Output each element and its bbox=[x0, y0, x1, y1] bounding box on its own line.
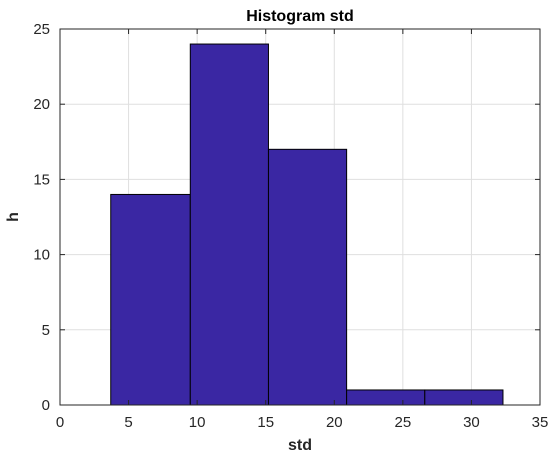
y-tick-label: 5 bbox=[42, 322, 50, 339]
y-tick-label: 20 bbox=[33, 96, 50, 113]
histogram-bar bbox=[346, 389, 426, 406]
histogram-bar bbox=[267, 148, 348, 406]
y-tick-label: 10 bbox=[33, 247, 50, 264]
histogram-bar bbox=[110, 193, 191, 406]
y-axis-ticks: 0 5 10 15 20 25 bbox=[33, 21, 540, 414]
x-tick-label: 30 bbox=[463, 414, 480, 431]
plot-frame bbox=[59, 28, 541, 406]
x-tick-label: 10 bbox=[189, 414, 206, 431]
x-tick-label: 5 bbox=[124, 414, 132, 431]
x-tick-label: 25 bbox=[395, 414, 412, 431]
x-axis-ticks: 0 5 10 15 20 25 30 35 bbox=[56, 29, 549, 431]
histogram-bar bbox=[424, 389, 504, 406]
y-axis-label: h bbox=[5, 212, 22, 222]
x-tick-label: 15 bbox=[257, 414, 274, 431]
histogram-bars bbox=[110, 43, 504, 406]
x-axis-label: std bbox=[288, 437, 312, 454]
x-tick-label: 20 bbox=[326, 414, 343, 431]
x-tick-label: 35 bbox=[532, 414, 549, 431]
y-tick-label: 15 bbox=[33, 171, 50, 188]
y-tick-label: 25 bbox=[33, 21, 50, 38]
chart-title: Histogram std bbox=[246, 8, 354, 25]
histogram-bar bbox=[189, 43, 269, 406]
y-tick-label: 0 bbox=[42, 397, 50, 414]
x-tick-label: 0 bbox=[56, 414, 64, 431]
